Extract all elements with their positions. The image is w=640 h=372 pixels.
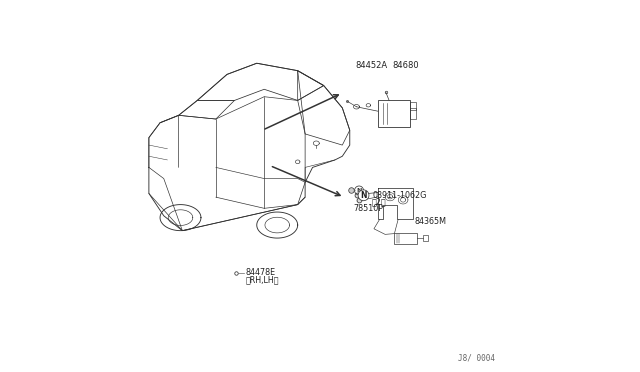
Text: 08911-1062G: 08911-1062G bbox=[372, 191, 426, 200]
Text: 78510P: 78510P bbox=[353, 204, 383, 213]
Bar bbox=[410, 109, 415, 119]
Text: 84365M: 84365M bbox=[415, 217, 447, 226]
Text: J8/ 0004: J8/ 0004 bbox=[458, 354, 495, 363]
Text: N: N bbox=[356, 188, 362, 193]
Text: N: N bbox=[360, 191, 367, 200]
Bar bbox=[378, 100, 410, 127]
Text: 84478E: 84478E bbox=[246, 268, 276, 277]
Bar bbox=[410, 102, 415, 110]
Text: （2）: （2） bbox=[372, 197, 387, 206]
Text: （RH,LH）: （RH,LH） bbox=[246, 275, 279, 284]
Bar bbox=[394, 232, 417, 244]
Text: 84452A: 84452A bbox=[355, 61, 387, 70]
Text: 84680: 84680 bbox=[392, 61, 419, 70]
Bar bbox=[423, 235, 428, 241]
